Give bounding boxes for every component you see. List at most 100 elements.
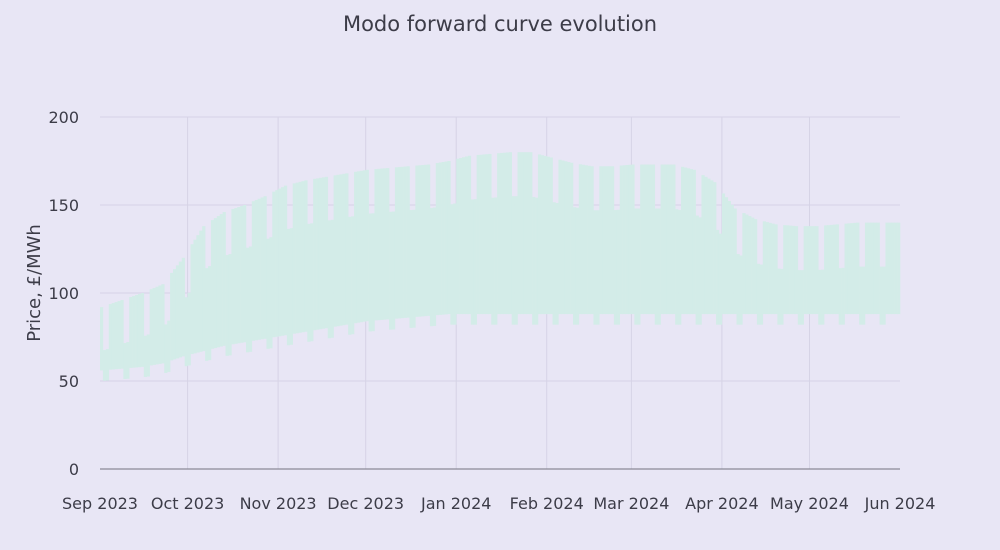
price-range-bar xyxy=(751,217,755,315)
price-range-bar xyxy=(596,210,600,325)
price-range-bar xyxy=(602,166,606,315)
price-range-bar xyxy=(721,193,726,315)
price-range-bar xyxy=(870,222,875,315)
price-range-bar xyxy=(196,235,200,353)
price-range-bar xyxy=(318,177,323,330)
y-tick-label: 150 xyxy=(48,196,79,215)
price-range-bar xyxy=(587,165,591,315)
price-range-bar xyxy=(391,211,396,330)
price-range-bar xyxy=(216,216,221,348)
price-range-bar xyxy=(885,222,889,315)
price-range-bar xyxy=(818,269,822,325)
price-range-bar xyxy=(529,152,533,315)
price-range-bar xyxy=(777,268,781,325)
price-range-bar xyxy=(476,154,480,315)
price-range-bar xyxy=(867,222,872,315)
price-range-bar xyxy=(748,216,752,315)
price-range-bar xyxy=(228,254,232,356)
price-range-bar xyxy=(371,213,375,332)
price-range-bar xyxy=(342,173,346,326)
price-range-bar xyxy=(864,222,869,315)
price-range-bar xyxy=(178,261,183,358)
price-range-bar xyxy=(295,182,299,334)
price-range-bar xyxy=(637,208,641,325)
price-range-bar xyxy=(158,285,162,364)
price-range-bar xyxy=(243,205,247,343)
price-range-bar xyxy=(140,293,145,367)
price-range-bar xyxy=(146,334,150,377)
price-range-bar xyxy=(327,220,331,339)
price-range-bar xyxy=(456,158,460,315)
price-range-bar xyxy=(432,207,437,326)
price-range-bar xyxy=(494,197,498,325)
price-range-bar xyxy=(859,266,863,325)
price-range-bar xyxy=(254,199,258,341)
price-range-bar xyxy=(170,272,174,361)
price-range-bar xyxy=(187,292,191,366)
price-range-bar xyxy=(786,225,790,315)
price-range-bar xyxy=(473,199,477,325)
price-range-bar xyxy=(824,225,828,315)
y-tick-label: 100 xyxy=(48,284,79,303)
price-range-bar xyxy=(263,196,267,339)
x-tick-label: Feb 2024 xyxy=(510,494,584,513)
price-range-bar xyxy=(356,171,361,323)
x-tick-label: Mar 2024 xyxy=(593,494,669,513)
price-range-bar xyxy=(812,226,816,315)
price-range-bar xyxy=(362,170,366,322)
price-range-bar xyxy=(888,222,892,315)
price-range-bar xyxy=(248,246,253,352)
price-range-bar xyxy=(114,302,118,370)
price-range-bar xyxy=(508,152,512,315)
price-range-bar xyxy=(543,155,548,315)
price-range-bar xyxy=(377,168,381,321)
price-range-bar xyxy=(406,166,410,318)
price-range-bar xyxy=(829,224,834,315)
price-range-bar xyxy=(578,164,583,315)
price-range-bar xyxy=(619,165,623,315)
y-tick-label: 200 xyxy=(48,108,79,127)
price-range-bar xyxy=(123,343,127,379)
price-range-bar xyxy=(862,266,866,325)
price-range-bar xyxy=(794,226,799,315)
price-range-bar xyxy=(208,266,212,361)
price-range-bar xyxy=(497,153,501,315)
price-range-bar xyxy=(304,180,308,332)
price-range-bar xyxy=(549,157,553,315)
price-range-bar xyxy=(333,175,337,327)
price-range-bar xyxy=(608,166,612,315)
price-range-bar xyxy=(716,229,720,325)
price-range-bar xyxy=(193,239,197,354)
price-range-bar xyxy=(605,166,609,315)
price-range-bar xyxy=(552,202,556,325)
price-range-bar xyxy=(681,166,685,315)
price-range-bar xyxy=(213,218,218,349)
price-range-bar xyxy=(791,225,796,315)
price-range-bar xyxy=(704,176,708,315)
price-range-bar xyxy=(876,222,880,315)
price-range-bar xyxy=(683,167,688,315)
price-range-bar xyxy=(415,165,419,317)
price-range-bar xyxy=(669,164,673,315)
price-range-bar xyxy=(707,178,711,315)
price-range-bar xyxy=(459,157,463,315)
price-range-bar xyxy=(470,199,475,325)
price-range-bar xyxy=(765,222,769,315)
price-range-bar xyxy=(354,171,358,324)
price-range-bar xyxy=(245,247,250,353)
price-range-bar xyxy=(368,213,372,332)
price-range-bar xyxy=(266,238,270,349)
price-range-bar xyxy=(797,270,802,325)
price-range-bar xyxy=(149,289,153,366)
price-range-bar xyxy=(537,154,542,315)
price-range-bar xyxy=(234,208,238,344)
price-range-bar xyxy=(467,155,472,315)
price-range-bar xyxy=(441,162,445,315)
price-range-bar xyxy=(135,295,139,368)
price-range-bar xyxy=(438,162,442,315)
price-range-bar xyxy=(897,222,901,315)
price-range-bar xyxy=(161,284,165,364)
x-tick-label: Sep 2023 xyxy=(62,494,138,513)
price-range-bar xyxy=(225,255,229,356)
price-range-bar xyxy=(564,161,568,315)
